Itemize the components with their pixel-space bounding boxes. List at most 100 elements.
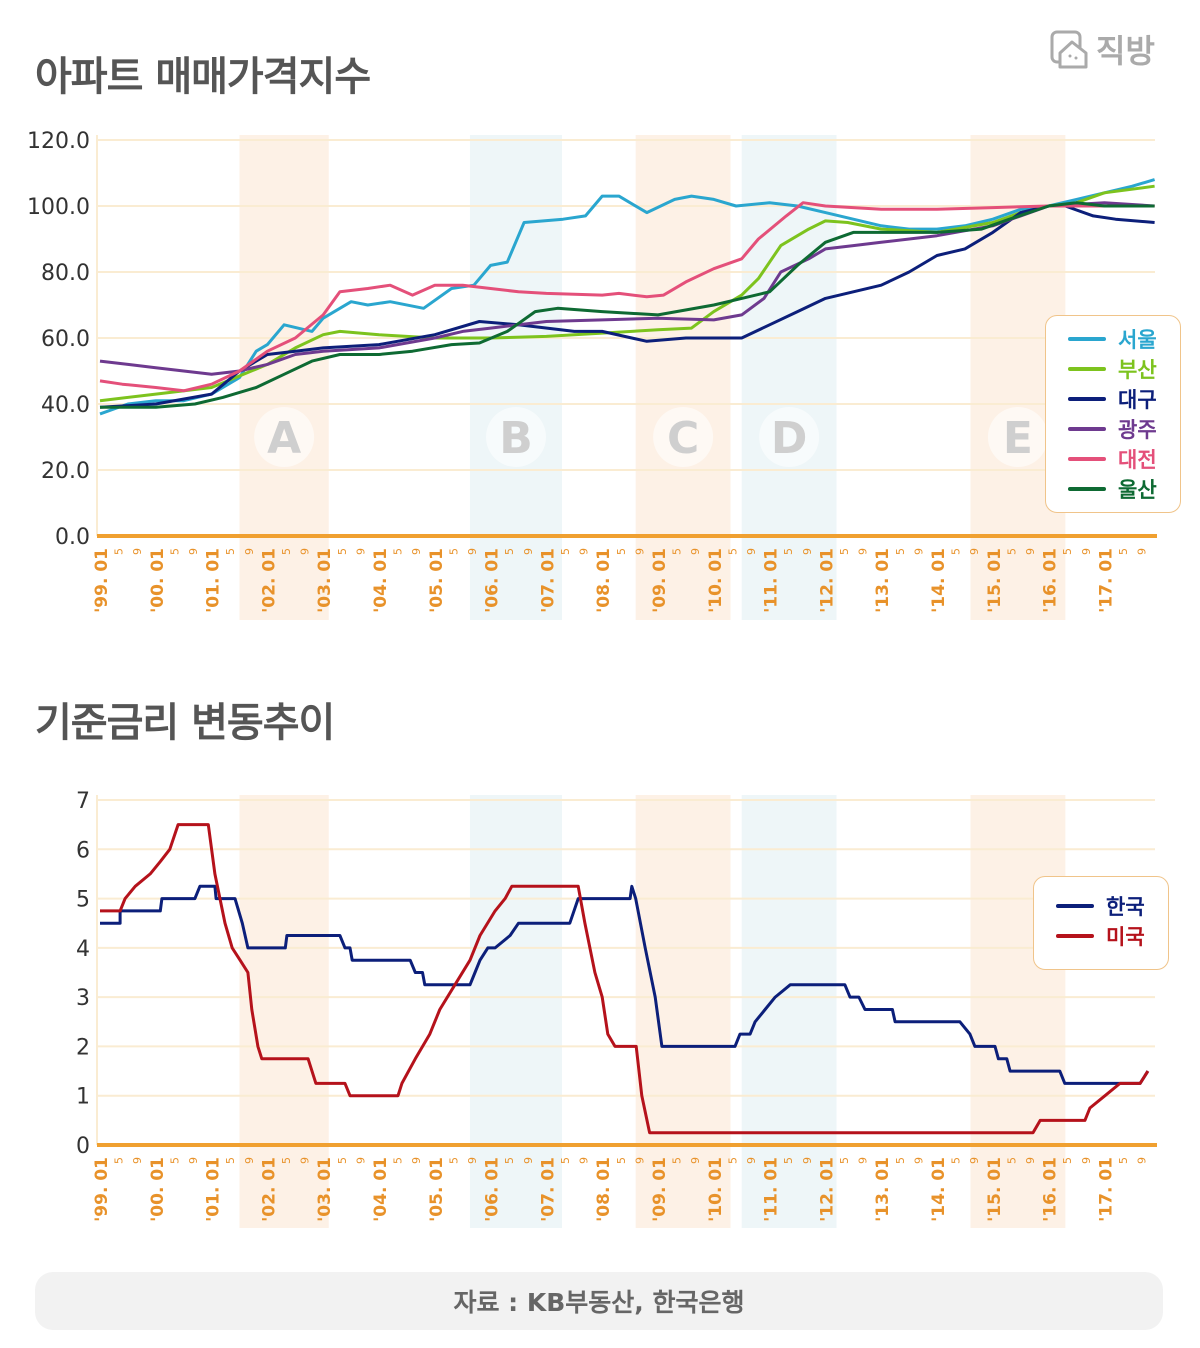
x-minor-tick-label: 9	[857, 1157, 870, 1164]
x-minor-tick-label: 9	[801, 1157, 814, 1164]
x-tick-label: '01. 01	[204, 548, 224, 613]
x-tick-label: '15. 01	[985, 548, 1005, 613]
legend-label: 울산	[1118, 478, 1157, 502]
x-tick-label: '05. 01	[427, 548, 447, 613]
x-minor-tick-label: 9	[466, 548, 479, 555]
x-tick-label: '13. 01	[873, 1157, 893, 1222]
x-minor-tick-label: 5	[782, 1157, 795, 1164]
band-letter-bg	[485, 407, 546, 467]
x-minor-tick-label: 9	[857, 548, 870, 555]
x-tick-label: '14. 01	[929, 1157, 949, 1222]
x-tick-label: '10. 01	[706, 548, 726, 613]
x-minor-tick-label: 9	[912, 548, 925, 555]
series-line-대전	[99, 201, 1155, 393]
y-tick-label: 7	[76, 789, 90, 814]
x-tick-label: '00. 01	[148, 1157, 168, 1222]
x-minor-tick-label: 9	[410, 548, 423, 555]
x-minor-tick-label: 9	[243, 548, 256, 555]
x-minor-tick-label: 9	[968, 548, 981, 555]
y-tick-label: 100.0	[27, 195, 90, 220]
x-minor-tick-label: 5	[559, 1157, 572, 1164]
band-letter-bg	[254, 407, 315, 467]
x-minor-tick-label: 5	[447, 1157, 460, 1164]
x-minor-tick-label: 5	[224, 1157, 237, 1164]
x-minor-tick-label: 5	[392, 1157, 405, 1164]
x-tick-label: '01. 01	[204, 1157, 224, 1222]
series-line-울산	[100, 201, 1155, 409]
brand-logo: 직방	[1050, 26, 1155, 72]
x-tick-label: '00. 01	[148, 548, 168, 613]
legend-swatch	[1068, 397, 1106, 401]
y-tick-label: 4	[76, 937, 90, 962]
period-band-C	[635, 135, 731, 620]
x-minor-tick-label: 9	[1136, 1157, 1149, 1164]
y-tick-label: 20.0	[41, 459, 90, 484]
x-minor-tick-label: 5	[1005, 1157, 1018, 1164]
x-tick-label: '04. 01	[371, 548, 391, 613]
series-line-서울	[99, 178, 1156, 416]
legend-swatch	[1056, 904, 1094, 908]
period-band-B	[469, 135, 563, 620]
x-minor-tick-label: 5	[615, 548, 628, 555]
x-tick-label: '06. 01	[483, 1157, 503, 1222]
legend-item: 대전	[1068, 444, 1180, 474]
band-label-E: E	[1003, 413, 1033, 464]
legend-apartment-index: 서울 부산 대구 광주 대전 울산	[1045, 315, 1181, 513]
x-minor-tick-label: 5	[1117, 548, 1130, 555]
y-tick-label: 6	[76, 838, 90, 863]
x-minor-tick-label: 9	[466, 1157, 479, 1164]
chart-title-base-rate: 기준금리 변동추이	[35, 700, 335, 746]
x-tick-label: '10. 01	[706, 1157, 726, 1222]
series-line-대구	[99, 204, 1155, 409]
band-label-C: C	[667, 413, 699, 464]
x-minor-tick-label: 9	[578, 1157, 591, 1164]
x-tick-label: '06. 01	[483, 548, 503, 613]
x-minor-tick-label: 5	[726, 548, 739, 555]
brand-name: 직방	[1096, 32, 1155, 70]
legend-label: 대전	[1118, 448, 1157, 472]
x-minor-tick-label: 5	[782, 548, 795, 555]
x-minor-tick-label: 5	[950, 1157, 963, 1164]
period-band-B	[469, 795, 563, 1228]
x-minor-tick-label: 5	[726, 1157, 739, 1164]
legend-swatch	[1068, 487, 1106, 491]
x-minor-tick-label: 5	[224, 548, 237, 555]
y-tick-label: 2	[76, 1035, 90, 1060]
x-minor-tick-label: 5	[838, 1157, 851, 1164]
source-footer: 자료 : KB부동산, 한국은행	[35, 1272, 1163, 1330]
x-tick-label: '13. 01	[873, 548, 893, 613]
x-tick-label: '03. 01	[315, 1157, 335, 1222]
x-tick-label: '05. 01	[427, 1157, 447, 1222]
x-tick-label: '16. 01	[1041, 1157, 1061, 1222]
x-minor-tick-label: 5	[503, 548, 516, 555]
y-tick-label: 1	[76, 1085, 90, 1110]
x-minor-tick-label: 5	[838, 548, 851, 555]
x-tick-label: '14. 01	[929, 548, 949, 613]
x-minor-tick-label: 9	[354, 1157, 367, 1164]
x-minor-tick-label: 5	[336, 548, 349, 555]
x-minor-tick-label: 5	[1005, 548, 1018, 555]
x-minor-tick-label: 9	[689, 1157, 702, 1164]
band-label-B: B	[499, 413, 533, 464]
legend-label: 광주	[1118, 418, 1157, 442]
y-tick-label: 60.0	[41, 327, 90, 352]
band-label-A: A	[267, 413, 301, 464]
x-minor-tick-label: 9	[633, 548, 646, 555]
x-minor-tick-label: 9	[187, 1157, 200, 1164]
x-minor-tick-label: 9	[968, 1157, 981, 1164]
period-band-D	[741, 135, 837, 620]
period-band-A	[239, 135, 329, 620]
x-minor-tick-label: 5	[559, 548, 572, 555]
legend-base-rate: 한국 미국	[1033, 876, 1169, 970]
x-tick-label: '99. 01	[92, 1157, 112, 1222]
legend-swatch	[1068, 457, 1106, 461]
x-tick-label: '16. 01	[1041, 548, 1061, 613]
x-tick-label: '08. 01	[594, 1157, 614, 1222]
x-minor-tick-label: 5	[336, 1157, 349, 1164]
chart-title-apartment-index: 아파트 매매가격지수	[35, 54, 371, 100]
x-tick-label: '02. 01	[259, 548, 279, 613]
y-tick-label: 40.0	[41, 393, 90, 418]
x-tick-label: '15. 01	[985, 1157, 1005, 1222]
